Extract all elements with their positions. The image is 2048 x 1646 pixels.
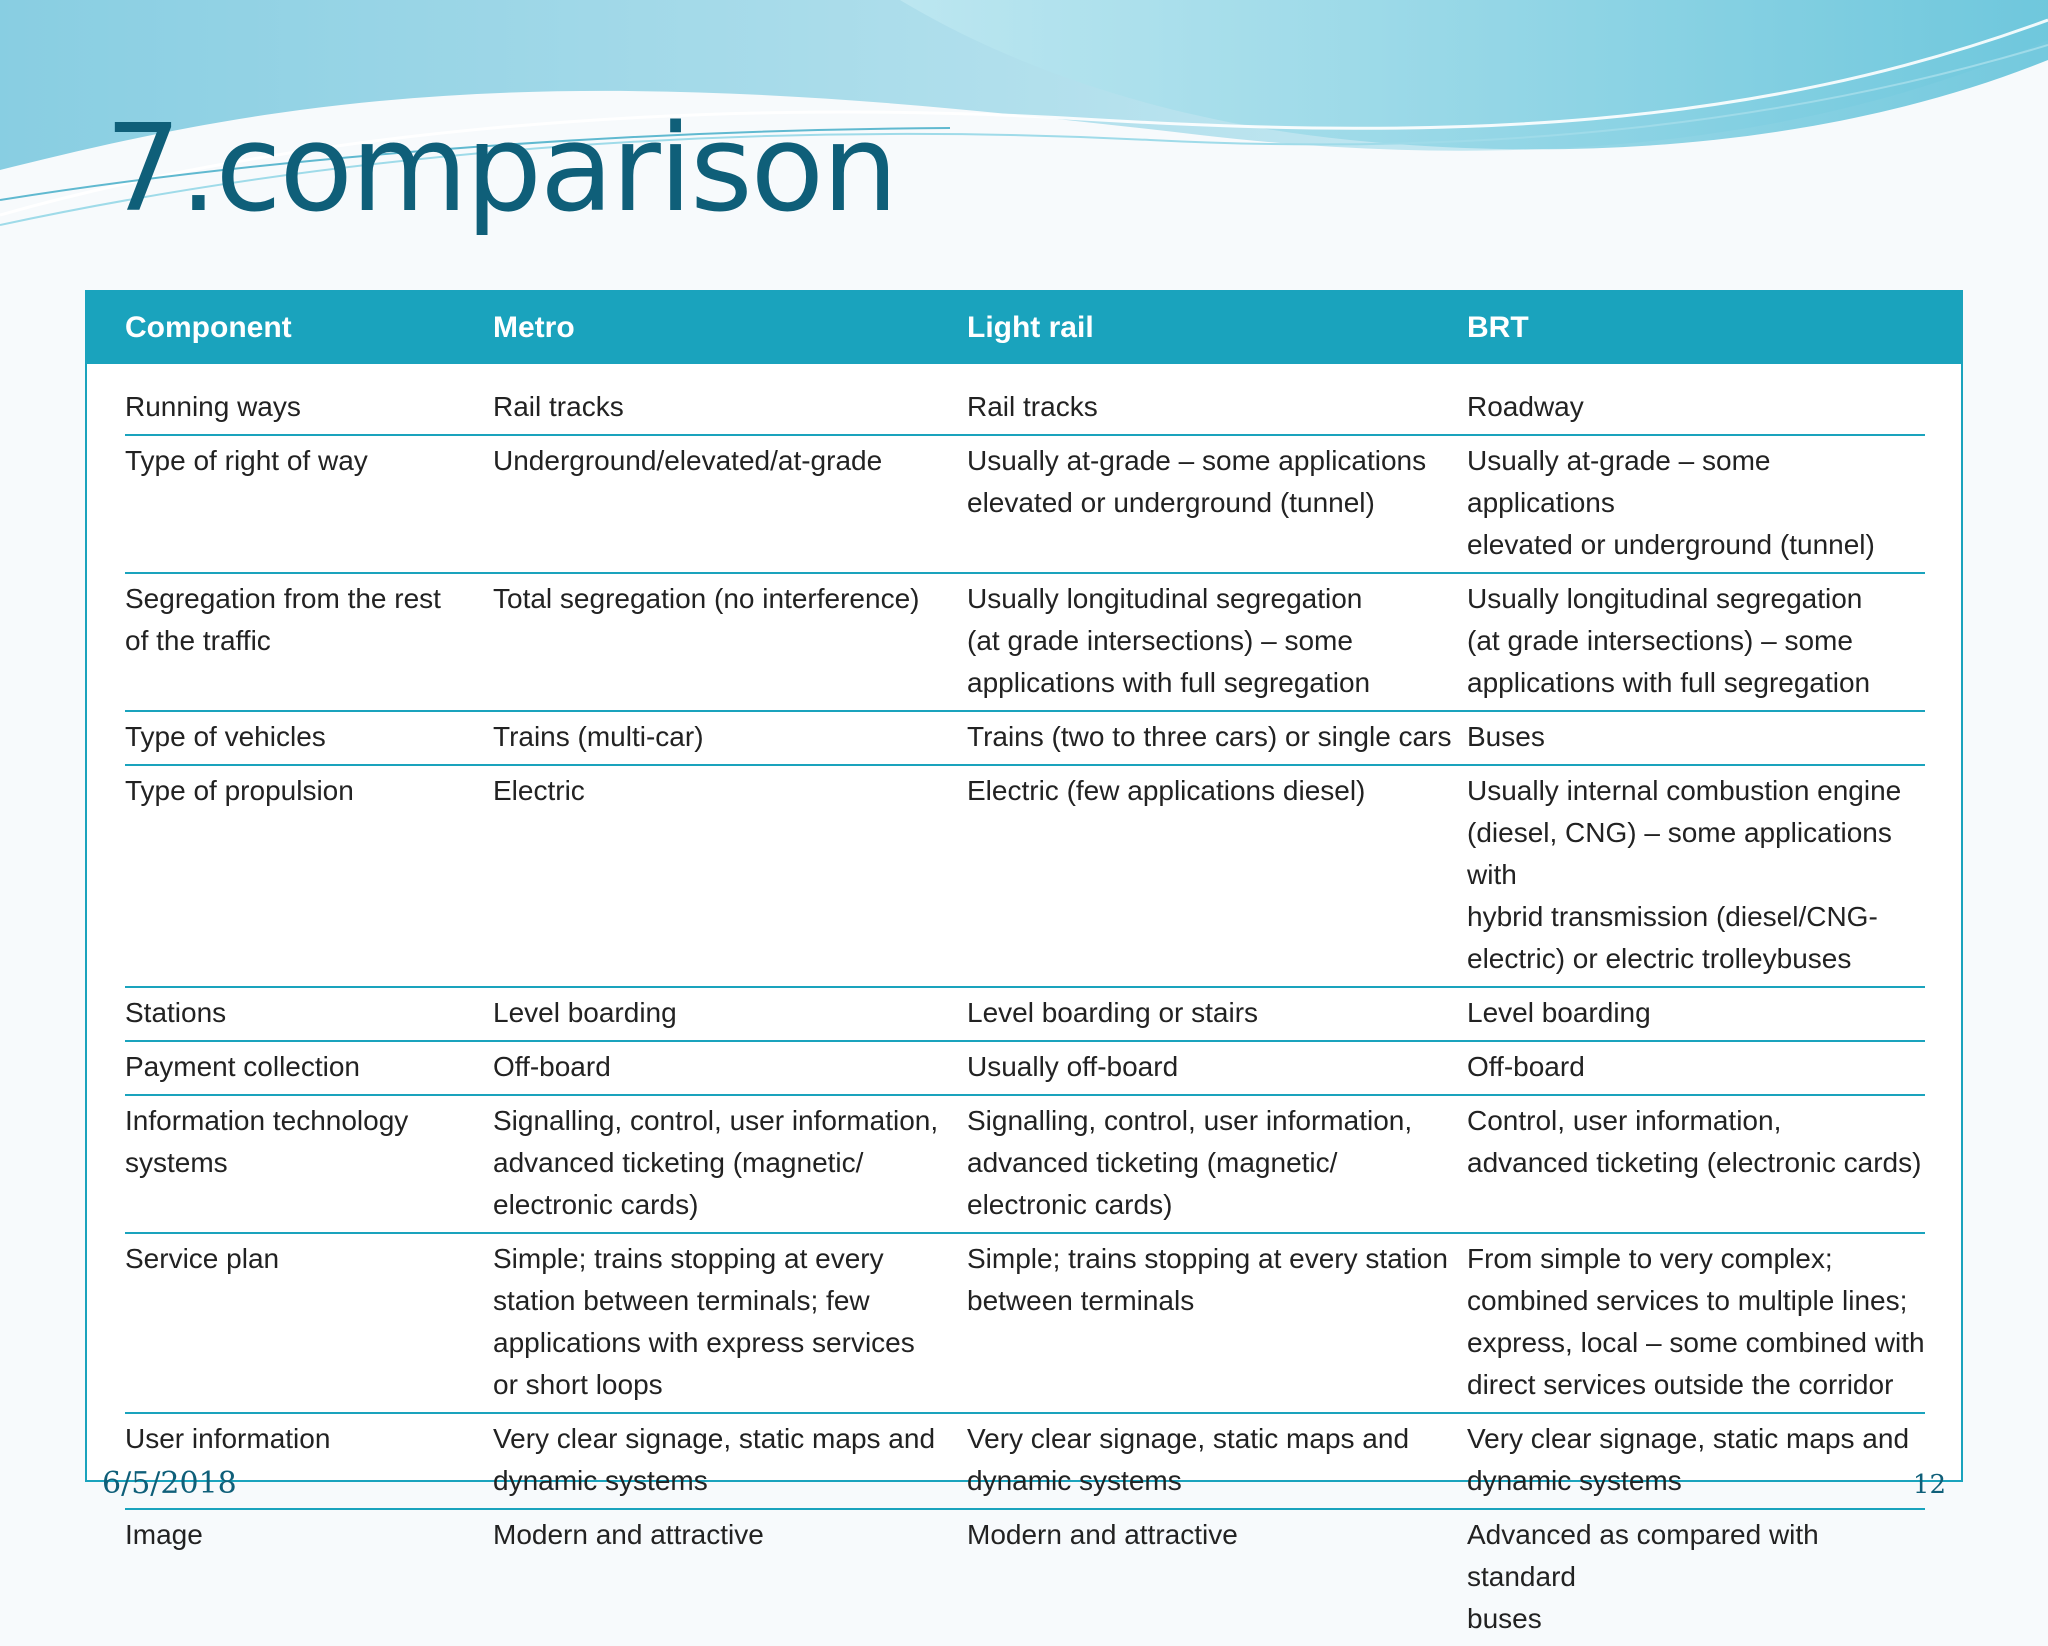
table-row: Payment collection Off-board Usually off-b… — [125, 1042, 1925, 1096]
table-cell: Signalling, control, user information, a… — [967, 1105, 1413, 1220]
table-cell: Level boarding — [1467, 997, 1651, 1028]
table-row: Segregation from the rest of the traffic… — [125, 574, 1925, 712]
table-row: Service plan Simple; trains stopping at e… — [125, 1234, 1925, 1414]
table-row: User information Very clear signage, stat… — [125, 1414, 1925, 1510]
page-title: 7.comparison — [105, 100, 898, 239]
table-cell: Total segregation (no interference) — [493, 583, 920, 614]
table-cell: Service plan — [125, 1243, 280, 1274]
table-cell: Level boarding — [493, 997, 677, 1028]
table-row: Image Modern and attractive Modern and att… — [125, 1510, 1925, 1646]
table-cell: Type of vehicles — [125, 721, 326, 752]
table-cell: Running ways — [125, 391, 301, 422]
table-cell: Segregation from the rest of the traffic — [125, 583, 441, 656]
table-header: Component Metro Light rail BRT — [87, 292, 1961, 364]
table-cell: Modern and attractive — [493, 1519, 764, 1550]
table-cell: Very clear signage, static maps and dyna… — [1467, 1423, 1910, 1496]
table-cell: Rail tracks — [967, 391, 1098, 422]
table-cell: Usually longitudinal segregation (at gra… — [1467, 583, 1871, 698]
slide-date: 6/5/2018 — [102, 1466, 237, 1501]
table-cell: Very clear signage, static maps and dyna… — [493, 1423, 936, 1496]
table-cell: Usually internal combustion engine (dies… — [1467, 775, 1902, 974]
header-light-rail: Light rail — [967, 311, 1094, 344]
table-cell: Simple; trains stopping at every station… — [493, 1243, 915, 1400]
table-cell: Stations — [125, 997, 227, 1028]
table-row: Stations Level boarding Level boarding or … — [125, 988, 1925, 1042]
table-cell: Trains (two to three cars) or single car… — [967, 721, 1452, 752]
table-cell: Trains (multi-car) — [493, 721, 704, 752]
table-cell: Advanced as compared with standard buses — [1467, 1519, 1819, 1634]
table-row: Type of right of way Underground/elevated… — [125, 436, 1925, 574]
table-cell: Underground/elevated/at-grade — [493, 445, 883, 476]
table-cell: Off-board — [493, 1051, 611, 1082]
table-cell: Electric — [493, 775, 585, 806]
header-brt: BRT — [1467, 311, 1529, 344]
table-cell: Modern and attractive — [967, 1519, 1238, 1550]
page-number: 12 — [1912, 1470, 1946, 1500]
table-row: Type of vehicles Trains (multi-car) Trains… — [125, 712, 1925, 766]
table-cell: Roadway — [1467, 391, 1584, 422]
table-cell: Payment collection — [125, 1051, 361, 1082]
table-cell: Control, user information, advanced tick… — [1467, 1105, 1922, 1178]
table-cell: Electric (few applications diesel) — [967, 775, 1366, 806]
table-cell: Rail tracks — [493, 391, 624, 422]
table-cell: Usually off-board — [967, 1051, 1179, 1082]
table-cell: Image — [125, 1519, 203, 1550]
table-cell: Usually at-grade – some applications ele… — [1467, 445, 1875, 560]
table-body: Running ways Rail tracks Rail tracks Roadwa… — [125, 382, 1925, 1646]
table-cell: Off-board — [1467, 1051, 1585, 1082]
table-cell: Usually longitudinal segregation (at gra… — [967, 583, 1371, 698]
table-row: Type of propulsion Electric Electric (few … — [125, 766, 1925, 988]
table-cell: Very clear signage, static maps and dyna… — [967, 1423, 1410, 1496]
table-cell: Buses — [1467, 721, 1545, 752]
table-cell: Type of right of way — [125, 445, 368, 476]
header-wave-decoration — [0, 0, 2048, 226]
table-cell: Level boarding or stairs — [967, 997, 1259, 1028]
header-metro: Metro — [493, 311, 575, 344]
table-cell: Simple; trains stopping at every station… — [967, 1243, 1448, 1316]
table-cell: Usually at-grade – some applications ele… — [967, 445, 1427, 518]
table-row: Running ways Rail tracks Rail tracks Roadwa… — [125, 382, 1925, 436]
header-component: Component — [125, 311, 292, 344]
table-cell: Type of propulsion — [125, 775, 354, 806]
comparison-table: Component Metro Light rail BRT Running w… — [85, 290, 1963, 1634]
table-row: Information technology systems Signalling… — [125, 1096, 1925, 1234]
table-cell: From simple to very complex; combined se… — [1467, 1243, 1925, 1400]
table-cell: User information — [125, 1423, 331, 1454]
table-cell: Signalling, control, user information, a… — [493, 1105, 939, 1220]
table-cell: Information technology systems — [125, 1105, 409, 1178]
